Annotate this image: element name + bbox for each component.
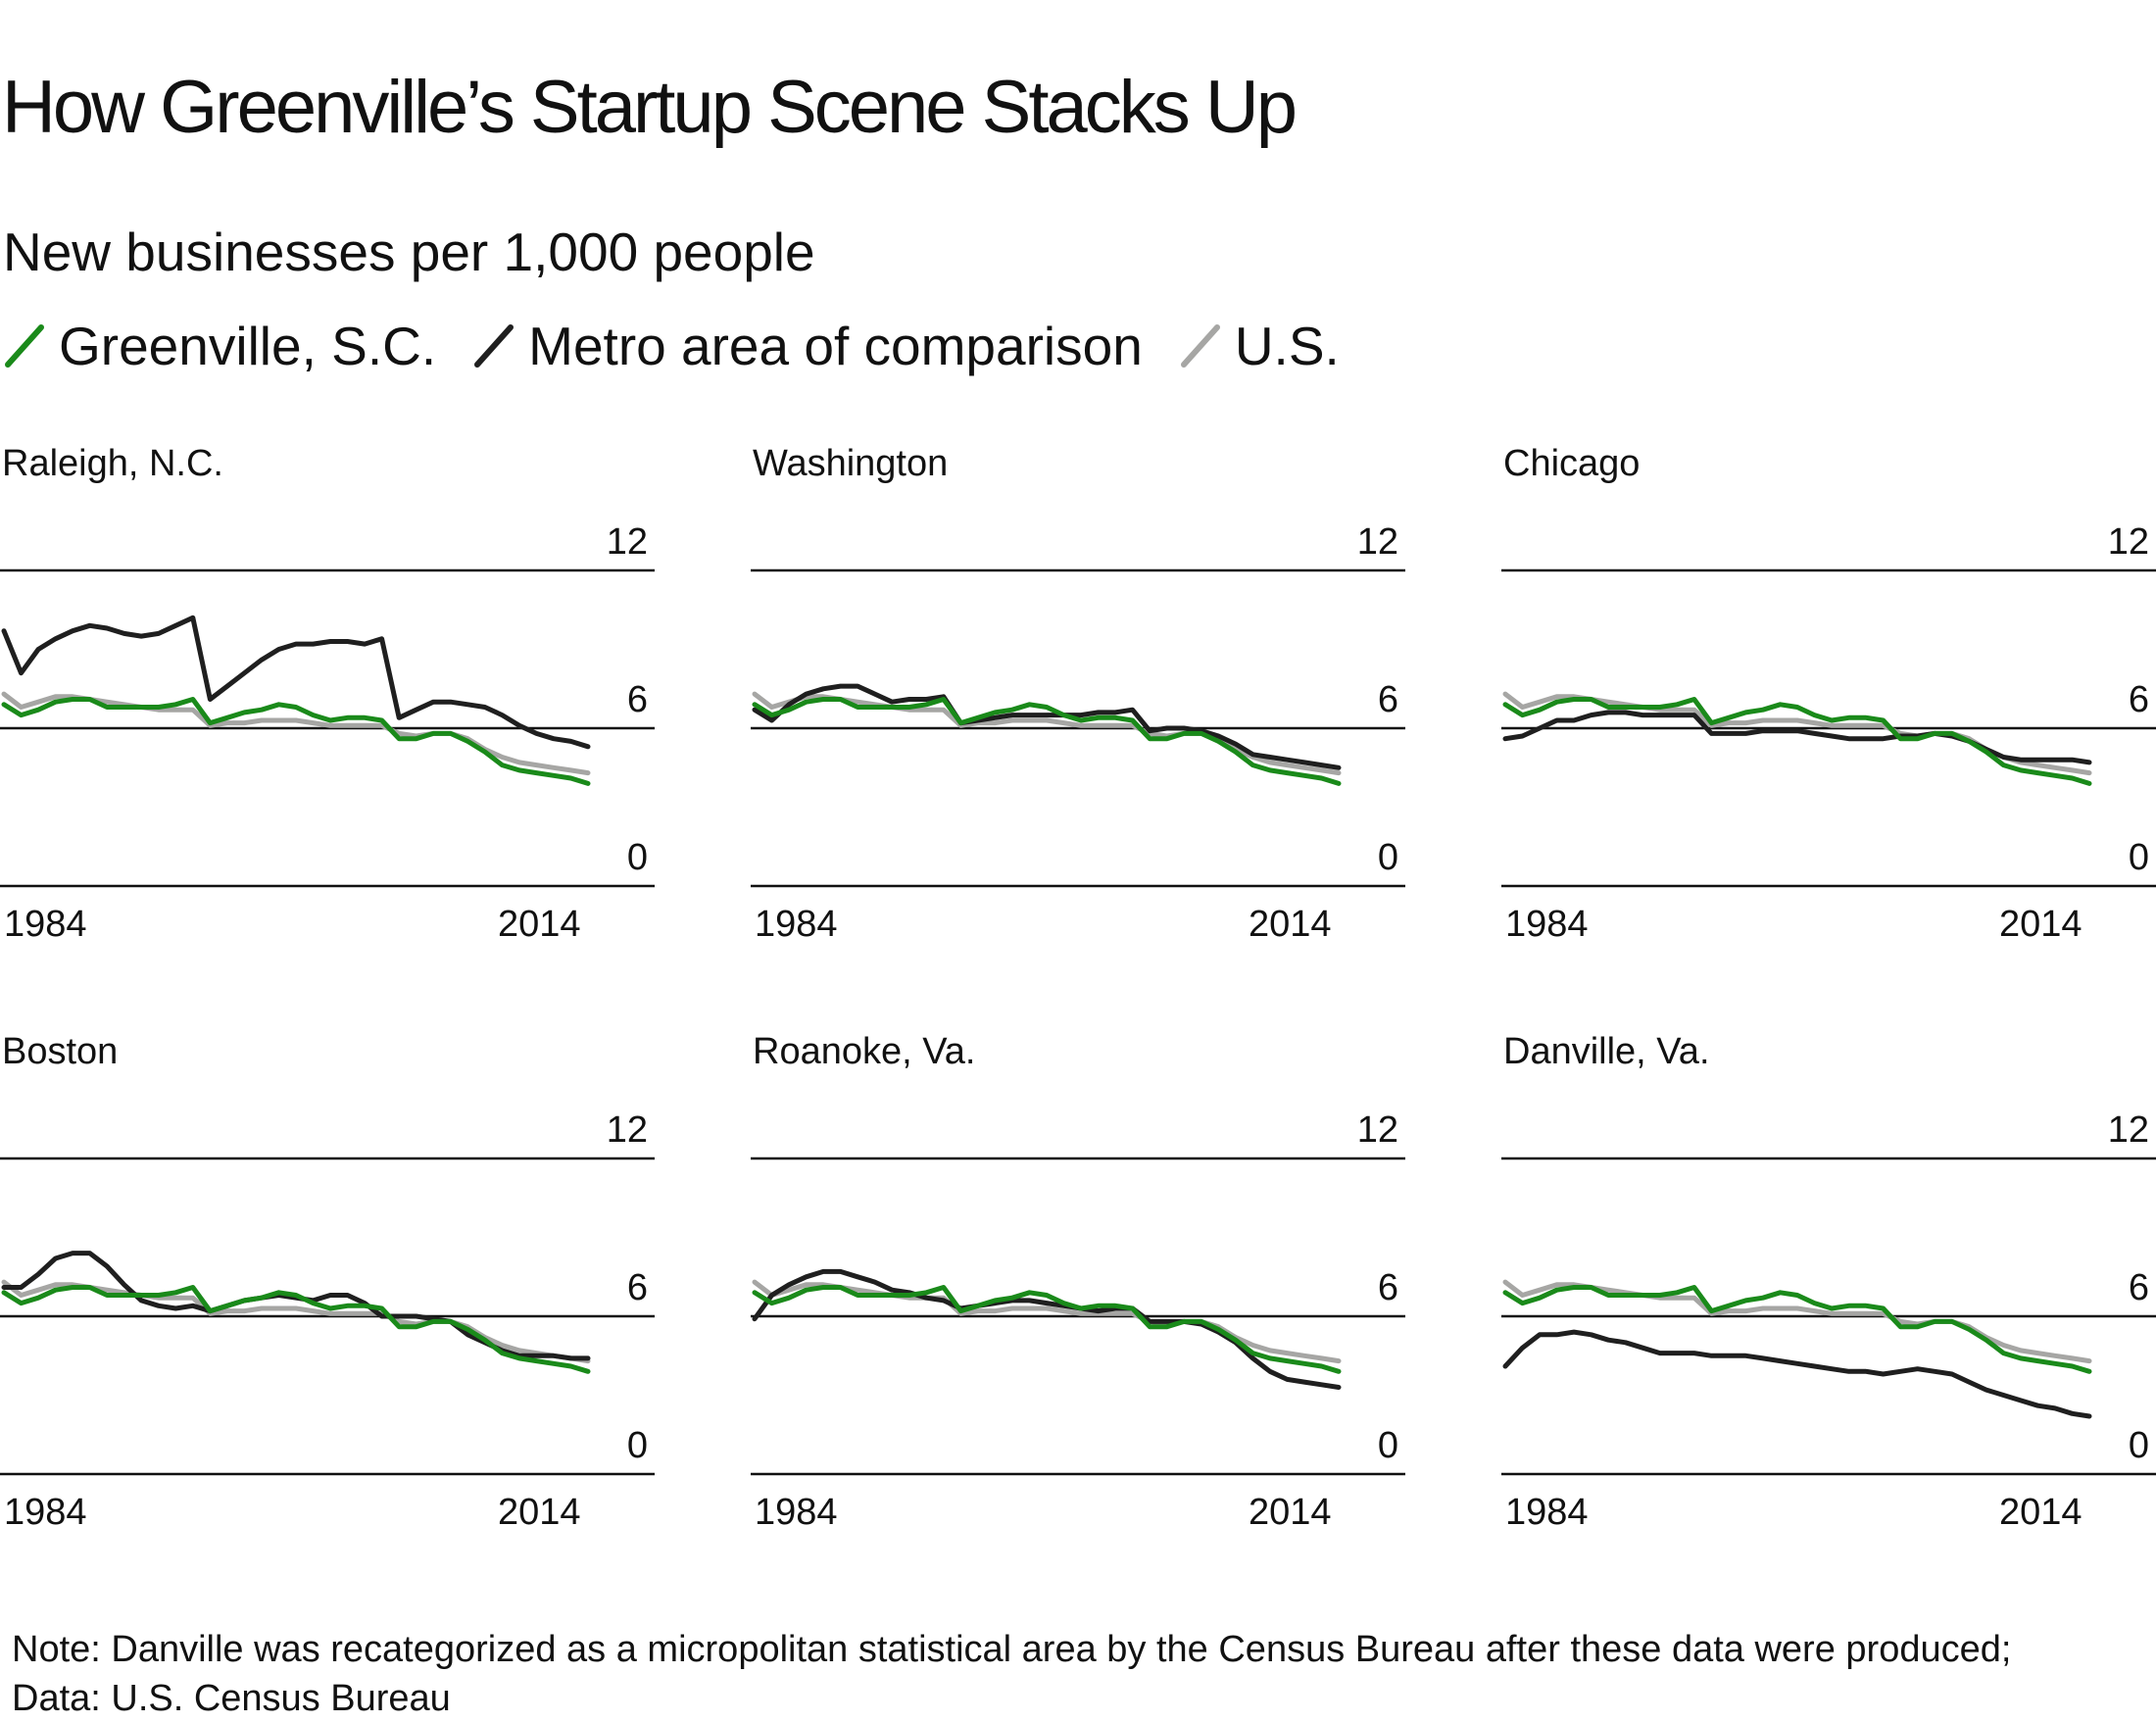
series-line-metro-area-of-comparison bbox=[752, 1268, 1342, 1390]
y-tick-label: 0 bbox=[1377, 1425, 1398, 1466]
y-tick-label: 6 bbox=[626, 1267, 648, 1308]
chart-subtitle: New businesses per 1,000 people bbox=[3, 222, 815, 282]
y-tick-label: 6 bbox=[1377, 1267, 1398, 1308]
y-tick-label: 12 bbox=[606, 1109, 648, 1151]
panel-danville-va bbox=[1501, 1157, 2156, 1476]
y-tick-label: 6 bbox=[626, 679, 648, 720]
series-line-greenville-s-c bbox=[752, 1285, 1342, 1374]
y-tick-label: 0 bbox=[2128, 1425, 2149, 1466]
source-note: Note: Danville was recategorized as a mi… bbox=[12, 1629, 2012, 1719]
series-line-u-s bbox=[1, 1279, 591, 1364]
y-tick-label: 12 bbox=[1356, 521, 1398, 563]
series-line-metro-area-of-comparison bbox=[752, 683, 1342, 770]
legend-label-metro: Metro area of comparison bbox=[528, 316, 1143, 376]
y-tick-label: 0 bbox=[2128, 837, 2149, 878]
x-tick-label-end: 2014 bbox=[1249, 904, 1332, 945]
series-line-u-s bbox=[752, 691, 1342, 776]
x-tick-label-start: 1984 bbox=[4, 904, 87, 945]
series-line-greenville-s-c bbox=[1, 1285, 591, 1374]
series-line-u-s bbox=[1, 691, 591, 776]
series-line-metro-area-of-comparison bbox=[1502, 710, 2092, 765]
series-line-greenville-s-c bbox=[1502, 697, 2092, 786]
legend-swatch-greenville bbox=[5, 324, 44, 368]
x-tick-label-start: 1984 bbox=[755, 1492, 838, 1533]
y-tick-label: 12 bbox=[606, 521, 648, 563]
chart-title: How Greenville’s Startup Scene Stacks Up bbox=[2, 66, 1298, 149]
panel-title-danville-va: Danville, Va. bbox=[1503, 1031, 1710, 1072]
panel-chicago bbox=[1501, 568, 2156, 888]
panel-raleigh-n-c bbox=[0, 568, 655, 888]
x-tick-label-end: 2014 bbox=[498, 904, 581, 945]
panel-title-boston: Boston bbox=[2, 1031, 119, 1072]
y-tick-label: 12 bbox=[2107, 521, 2149, 563]
y-tick-label: 0 bbox=[626, 1425, 648, 1466]
legend-label-us: U.S. bbox=[1234, 316, 1340, 376]
legend-swatch-us bbox=[1180, 324, 1220, 368]
legend: Greenville, S.C. Metro area of compariso… bbox=[2, 314, 1375, 378]
series-line-greenville-s-c bbox=[1502, 1285, 2092, 1374]
y-tick-label: 0 bbox=[626, 837, 648, 878]
x-tick-label-start: 1984 bbox=[1505, 904, 1589, 945]
x-tick-label-start: 1984 bbox=[755, 904, 838, 945]
legend-item-metro: Metro area of comparison bbox=[471, 315, 1143, 377]
legend-item-greenville: Greenville, S.C. bbox=[2, 315, 436, 377]
y-tick-label: 6 bbox=[1377, 679, 1398, 720]
x-tick-label-start: 1984 bbox=[1505, 1492, 1589, 1533]
panel-title-roanoke-va: Roanoke, Va. bbox=[753, 1031, 976, 1072]
series-line-greenville-s-c bbox=[752, 697, 1342, 786]
series-line-metro-area-of-comparison bbox=[1, 615, 591, 750]
x-tick-label-end: 2014 bbox=[1249, 1492, 1332, 1533]
series-line-greenville-s-c bbox=[1, 697, 591, 786]
x-tick-label-end: 2014 bbox=[1999, 1492, 2082, 1533]
panel-title-chicago: Chicago bbox=[1503, 443, 1641, 484]
x-tick-label-end: 2014 bbox=[498, 1492, 581, 1533]
panel-roanoke-va bbox=[751, 1157, 1405, 1476]
y-tick-label: 12 bbox=[2107, 1109, 2149, 1151]
x-tick-label-start: 1984 bbox=[4, 1492, 87, 1533]
series-line-metro-area-of-comparison bbox=[1502, 1329, 2092, 1419]
y-tick-label: 6 bbox=[2128, 679, 2149, 720]
y-tick-label: 12 bbox=[1356, 1109, 1398, 1151]
panel-title-raleigh-n-c: Raleigh, N.C. bbox=[2, 443, 223, 484]
panel-boston bbox=[0, 1157, 655, 1476]
legend-label-greenville: Greenville, S.C. bbox=[59, 316, 437, 376]
legend-item-us: U.S. bbox=[1178, 315, 1340, 377]
legend-swatch-metro bbox=[474, 324, 514, 368]
y-tick-label: 0 bbox=[1377, 837, 1398, 878]
x-tick-label-end: 2014 bbox=[1999, 904, 2082, 945]
series-line-u-s bbox=[752, 1279, 1342, 1364]
y-tick-label: 6 bbox=[2128, 1267, 2149, 1308]
panel-washington bbox=[751, 568, 1405, 888]
panel-title-washington: Washington bbox=[753, 443, 949, 484]
series-line-u-s bbox=[1502, 1279, 2092, 1364]
